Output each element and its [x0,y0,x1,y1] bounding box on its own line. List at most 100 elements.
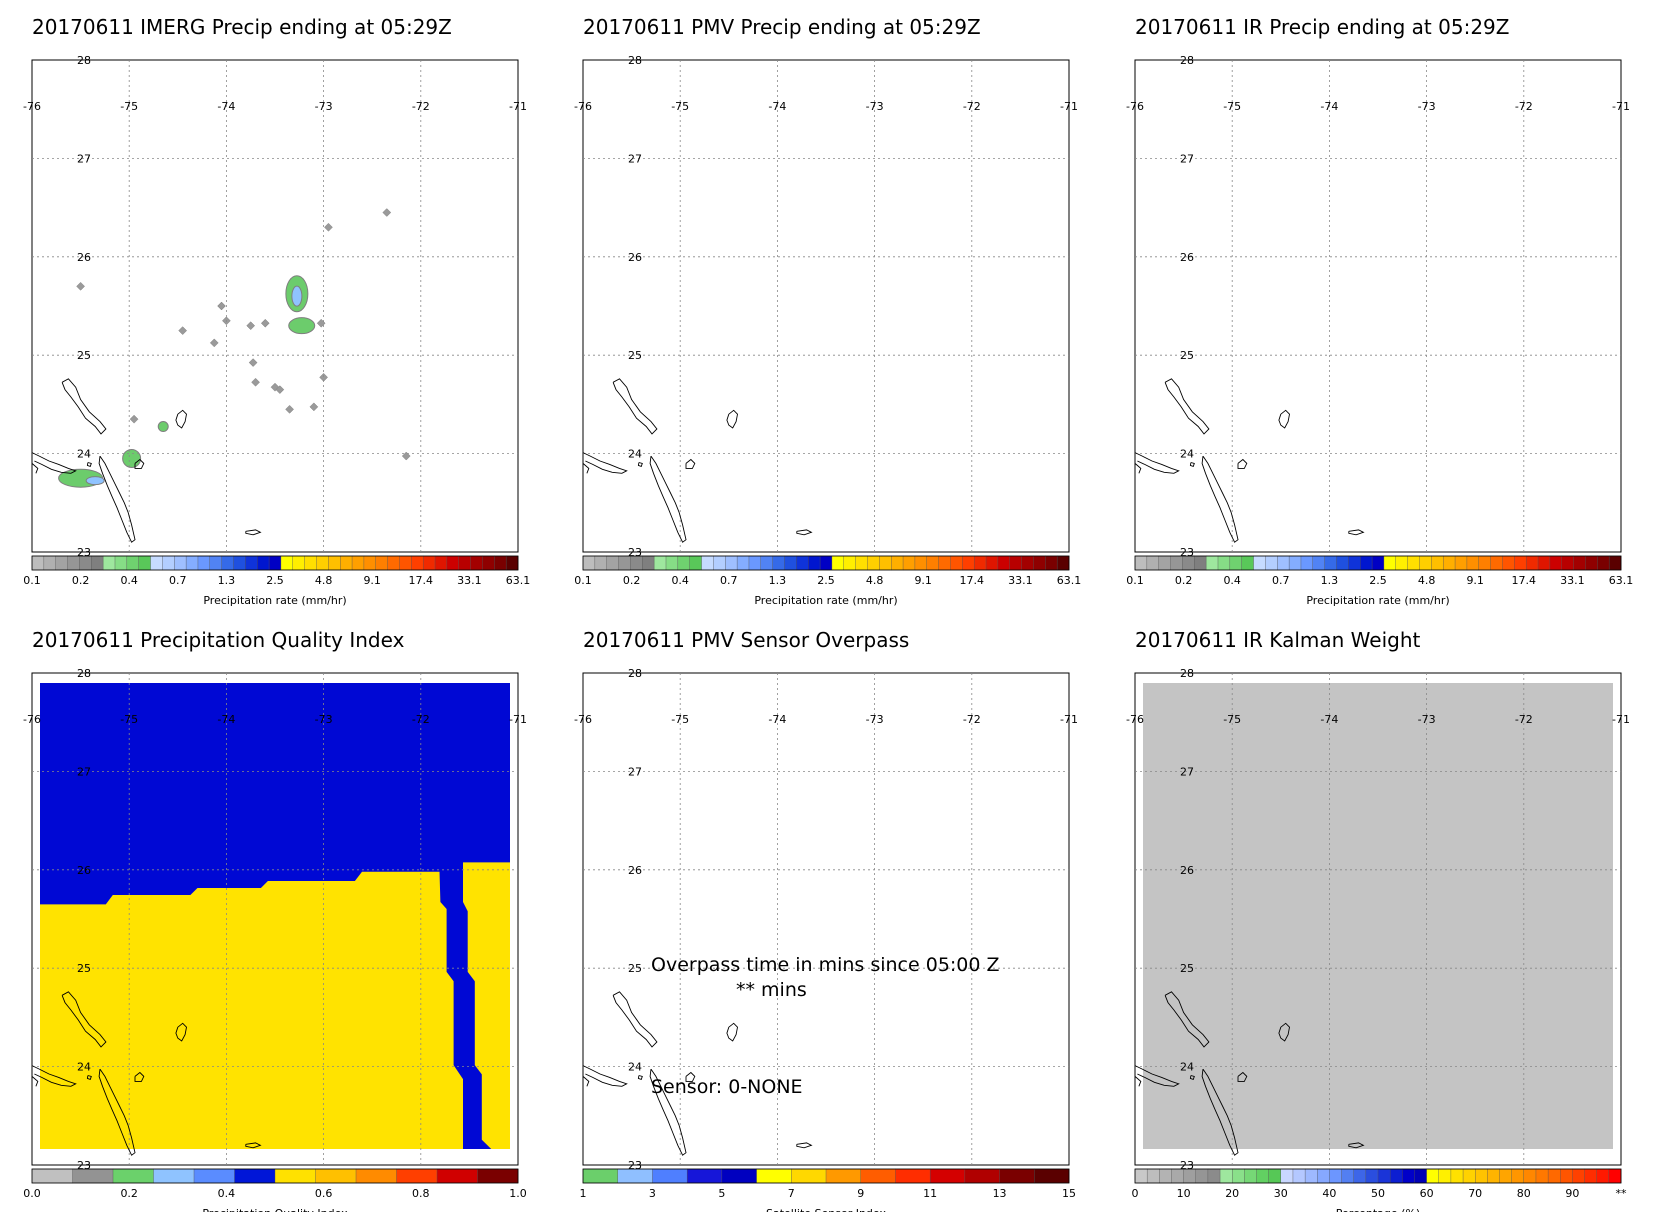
colorbar-cell [689,555,703,571]
colorbar-cell [1535,1168,1549,1184]
colorbar-cell [1329,1168,1343,1184]
colorbar-cell [1244,1168,1257,1184]
lat-tick-label: 25 [628,962,642,975]
colorbar-label: Precipitation Quality Index [202,1207,348,1212]
coastline [649,455,687,543]
coastline [31,452,77,474]
coastline [582,1065,628,1087]
coastline [1189,462,1195,467]
colorbar-cell [55,555,69,571]
pqi-region-mid [40,871,463,1149]
precip-cell-light [246,321,256,331]
coastline [31,1065,77,1087]
colorbar-cell [221,555,235,571]
colorbar-tick-label: 63.1 [506,574,531,587]
colorbar-cell [701,555,714,571]
lon-tick-label: -75 [120,100,138,113]
colorbar-cell [677,555,691,571]
precip-cell-light [324,222,333,232]
coastline [1164,991,1210,1048]
colorbar-tick-label: 9 [857,1187,864,1200]
colorbar-cell [1159,1168,1172,1184]
colorbar-cell [1499,1168,1513,1184]
lat-tick-label: 26 [628,864,642,877]
colorbar-tick-label: 0.0 [23,1187,41,1200]
coastline [98,455,136,543]
coastline [582,452,628,474]
colorbar-cell [962,555,975,571]
precip-cell-light [285,404,294,414]
colorbar-cell [1442,555,1456,571]
lon-tick-label: -74 [768,100,786,113]
colorbar-cell [434,555,448,571]
colorbar-label: Satellite Sensor Index [766,1207,887,1212]
colorbar-tick-label: 33.1 [1560,574,1585,587]
coastline [796,529,813,536]
colorbar-tick-label: 0.4 [218,1187,236,1200]
colorbar-cell [1360,555,1373,571]
lat-tick-label: 27 [77,765,91,778]
lon-tick-label: -72 [412,100,430,113]
lat-tick-label: 27 [1180,152,1194,165]
lon-tick-label: -76 [23,100,41,113]
colorbar-tick-label: 1.0 [509,1187,527,1200]
colorbar-tick-label: 11 [923,1187,937,1200]
lon-tick-label: -74 [217,713,235,726]
colorbar-cell [825,1168,862,1184]
overpass-mins-text: ** mins [736,979,807,1001]
colorbar-cell [1572,1168,1586,1184]
coastline [134,1071,145,1082]
colorbar-cell [233,555,246,571]
colorbar-cell [1268,1168,1282,1184]
lat-tick-label: 24 [77,448,91,461]
colorbar-tick-label: 0.2 [1175,574,1193,587]
lon-tick-label: -73 [1418,713,1436,726]
colorbar-cell [446,555,460,571]
coastline [86,1075,92,1080]
colorbar-cell [458,555,472,571]
colorbar-tick-label: 30 [1274,1187,1288,1200]
colorbar-cell [1312,555,1326,571]
colorbar-cell [1490,555,1503,571]
colorbar-cell [1438,1168,1452,1184]
colorbar-cell [43,555,57,571]
colorbar-tick-label: 0.7 [1272,574,1290,587]
lon-tick-label: -76 [1126,100,1144,113]
colorbar-cell [1487,1168,1500,1184]
lat-tick-label: 28 [1180,667,1194,680]
panel-6: 20170611 IR Kalman Weight -76 -75 -74 -73 -72… [1126,628,1630,1212]
coastline [1278,1022,1290,1042]
coastline [1134,1065,1180,1087]
colorbar-cell [292,555,306,571]
colorbar-cell [1336,555,1349,571]
colorbar-tick-label: 0.1 [23,574,41,587]
coastline [1201,1068,1239,1156]
colorbar-cell [1009,555,1023,571]
colorbar-cell [725,555,738,571]
colorbar-cell [153,1168,195,1184]
lon-tick-label: -73 [1418,100,1436,113]
lat-tick-label: 28 [628,54,642,67]
precip-cell-light [275,385,285,394]
colorbar-cell [91,555,104,571]
colorbar-cell [1045,555,1058,571]
coastline [726,1022,738,1042]
coastline [685,458,696,469]
colorbar-cell [1584,1168,1598,1184]
colorbar-cell [1134,555,1148,571]
precip-cell-light [129,414,139,424]
panel-title: 20170611 PMV Sensor Overpass [583,628,909,652]
coastline [637,462,643,467]
colorbar-cell [606,555,620,571]
colorbar-cell [1514,555,1527,571]
colorbar-cell [665,555,679,571]
colorbar-cell [879,555,892,571]
colorbar-cell [274,1168,316,1184]
map-frame [31,672,519,1166]
colorbar-cell [1547,1168,1561,1184]
precip-cell-moderate [157,421,169,433]
lon-tick-label: -74 [217,100,235,113]
colorbar-tick-label: 0.2 [623,574,641,587]
colorbar-tick-label: 2.5 [266,574,284,587]
colorbar-tick-label: 1.3 [769,574,787,587]
